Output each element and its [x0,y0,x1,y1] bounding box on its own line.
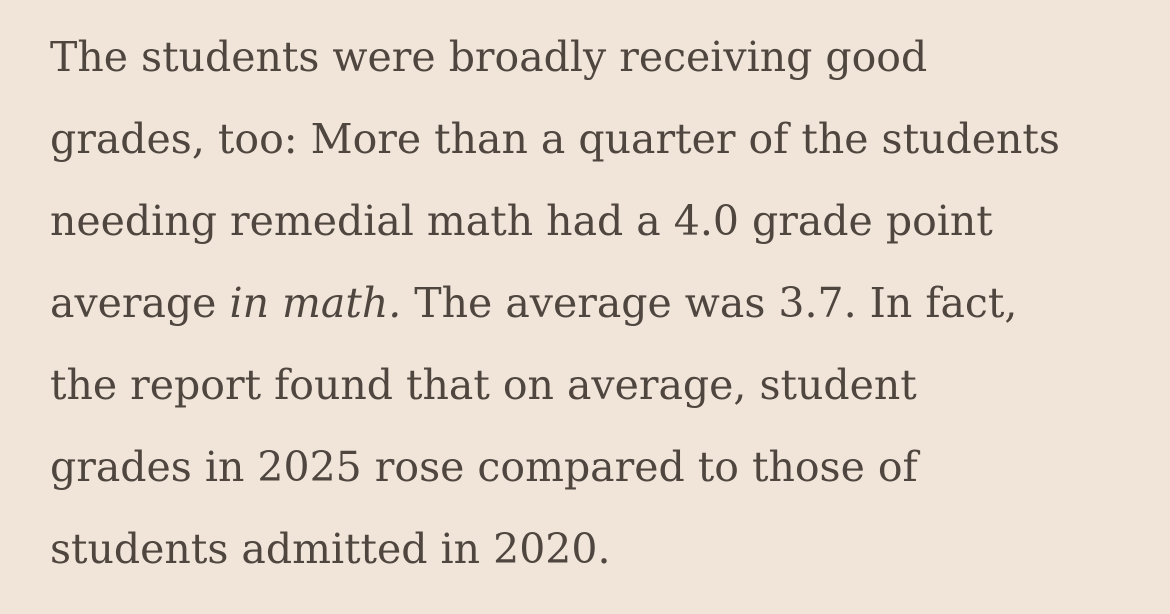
paragraph-line-6: grades in 2025 rose compared to those of [50,443,918,491]
paragraph-line-2: grades, too: More than a quarter of the … [50,115,1060,163]
line-4-before-emphasis: average [50,279,230,327]
paragraph-line-5: the report found that on average, studen… [50,361,917,409]
emphasized-phrase: in math. [229,279,402,327]
paragraph-line-7: students admitted in 2020. [50,525,611,573]
paragraph-line-3: needing remedial math had a 4.0 grade po… [50,197,993,245]
paragraph-line-1: The students were broadly receiving good [50,33,928,81]
line-4-after-emphasis: The average was 3.7. In fact, [401,279,1018,327]
paragraph-line-4: average in math. The average was 3.7. In… [50,262,1017,344]
